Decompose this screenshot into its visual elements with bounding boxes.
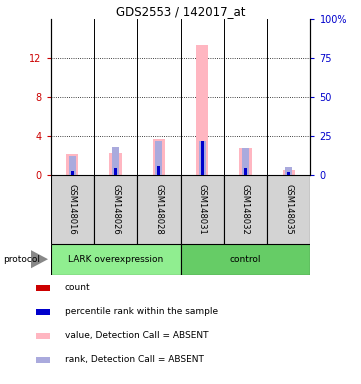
Bar [267,175,310,244]
Bar [69,156,76,175]
Text: LARK overexpression: LARK overexpression [68,255,163,264]
Bar [157,166,160,175]
Text: percentile rank within the sample: percentile rank within the sample [65,307,218,316]
Title: GDS2553 / 142017_at: GDS2553 / 142017_at [116,5,245,18]
Bar [242,148,249,175]
Bar [239,149,252,175]
Text: control: control [230,255,261,264]
Bar [94,175,137,244]
Text: GSM148035: GSM148035 [284,184,293,235]
Bar [224,175,267,244]
Bar [114,168,117,175]
Bar [51,175,94,244]
Bar [36,357,50,363]
Bar [244,172,247,175]
Bar [201,172,204,175]
Bar [109,153,122,175]
Text: GSM148031: GSM148031 [198,184,206,235]
Bar [71,171,74,175]
Bar [244,168,247,175]
Text: count: count [65,283,91,292]
Polygon shape [31,250,48,268]
Bar [180,175,224,244]
Bar [180,244,310,275]
Bar [137,175,180,244]
Text: GSM148026: GSM148026 [111,184,120,235]
Text: value, Detection Call = ABSENT: value, Detection Call = ABSENT [65,331,209,340]
Bar [201,141,204,175]
Bar [199,141,206,175]
Text: GSM148016: GSM148016 [68,184,77,235]
Bar [66,154,78,175]
Bar [51,244,180,275]
Bar [71,171,74,175]
Bar [36,309,50,315]
Bar [287,173,290,175]
Bar [196,45,208,175]
Text: rank, Detection Call = ABSENT: rank, Detection Call = ABSENT [65,356,204,364]
Bar [157,173,160,175]
Bar [155,141,162,175]
Bar [153,139,165,175]
Bar [287,172,290,175]
Bar [36,333,50,339]
Text: GSM148032: GSM148032 [241,184,250,235]
Text: GSM148028: GSM148028 [155,184,163,235]
Bar [114,171,117,175]
Bar [36,285,50,291]
Text: protocol: protocol [4,255,40,264]
Bar [283,170,295,175]
Bar [285,167,292,175]
Bar [112,147,119,175]
